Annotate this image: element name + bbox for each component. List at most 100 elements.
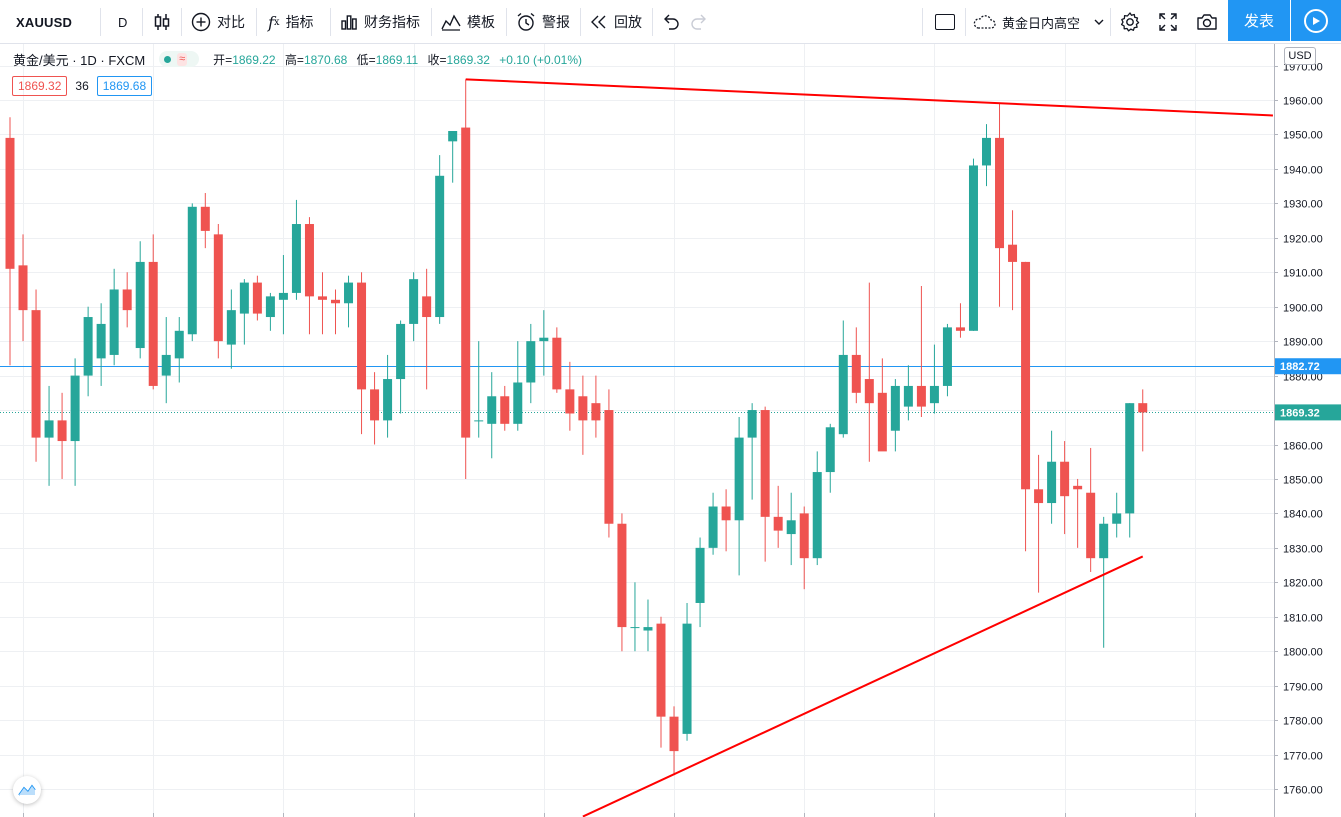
buy-button[interactable]: 1869.68 xyxy=(96,76,153,96)
alert-button[interactable]: 警报 xyxy=(516,0,570,44)
screenshot-button[interactable] xyxy=(1196,0,1218,44)
replay-button[interactable]: 回放 xyxy=(590,0,642,44)
redo-button[interactable] xyxy=(690,0,708,44)
last-price-label: 1869.32 xyxy=(1275,404,1341,421)
candle-body xyxy=(122,289,132,311)
candle-body xyxy=(890,385,900,431)
undo-button[interactable] xyxy=(662,0,680,44)
interval-button[interactable]: D xyxy=(118,0,127,44)
candle-body xyxy=(487,396,497,424)
candle-down xyxy=(331,289,340,335)
compare-label: 对比 xyxy=(217,14,245,30)
candle-body xyxy=(461,127,471,438)
candle-body xyxy=(539,337,549,342)
candle-up xyxy=(226,289,236,369)
compare-button[interactable]: 对比 xyxy=(191,0,245,44)
candle-up xyxy=(982,124,991,187)
candle-body xyxy=(617,523,627,628)
candle-down xyxy=(213,224,223,359)
candle-up xyxy=(643,599,653,652)
price-chart[interactable]: 1760.00 1770.00 1780.00 1790.00 1800.00 1810.… xyxy=(0,44,1341,817)
candle-up xyxy=(409,272,419,342)
candle-body xyxy=(695,547,705,603)
candle-down xyxy=(851,327,861,404)
candle-down xyxy=(995,103,1005,307)
price-tick-label: 1960.00 xyxy=(1283,96,1323,108)
layout-name-label: 黄金日内高空 xyxy=(1002,15,1081,31)
candle-body xyxy=(57,420,67,442)
fullscreen-button[interactable] xyxy=(1158,0,1178,44)
candle-up xyxy=(1099,516,1109,648)
toolbar-separator xyxy=(142,8,143,36)
last-price-label-background xyxy=(1275,404,1341,421)
candle-body xyxy=(109,289,119,355)
candle-up xyxy=(83,306,93,397)
go-live-button[interactable] xyxy=(1291,0,1341,41)
price-axis[interactable]: 1760.00 1770.00 1780.00 1790.00 1800.00 1810.… xyxy=(1274,44,1341,817)
candle-body xyxy=(174,330,184,359)
candle-body xyxy=(825,427,835,473)
price-tick-label: 1880.00 xyxy=(1283,372,1323,384)
series-title[interactable]: 黄金/美元 · 1D · FXCM xyxy=(13,52,146,68)
candle-up xyxy=(708,492,718,555)
candle-up xyxy=(825,423,835,493)
publish-button[interactable]: 发表 xyxy=(1228,0,1290,41)
candle-body xyxy=(877,392,887,452)
layout-button[interactable] xyxy=(935,0,955,44)
candle-body xyxy=(474,420,484,422)
candle-body xyxy=(721,506,731,521)
candle-up xyxy=(734,416,744,576)
toolbar-separator xyxy=(1110,8,1111,36)
alarm-clock-icon xyxy=(516,12,536,32)
time-axis xyxy=(23,813,1196,817)
candle-up xyxy=(1047,430,1057,524)
save-layout-button[interactable]: 黄金日内高空 xyxy=(972,0,1104,44)
candle-down xyxy=(200,193,210,249)
candle-down xyxy=(955,303,965,338)
candle-down xyxy=(1021,261,1031,552)
candle-down xyxy=(461,79,471,479)
settings-button[interactable] xyxy=(1119,0,1141,44)
candle-down xyxy=(565,361,575,431)
candle-up xyxy=(890,379,900,452)
candle-up xyxy=(695,537,705,628)
tradingview-logo[interactable] xyxy=(13,776,41,804)
candle-body xyxy=(265,296,275,318)
candle-body xyxy=(304,224,314,297)
symbol-search-button[interactable]: XAUUSD xyxy=(16,0,72,44)
candle-body xyxy=(1034,489,1044,504)
candle-body xyxy=(565,389,575,414)
candle-up xyxy=(174,317,184,383)
candle-body xyxy=(747,410,757,438)
sell-button[interactable]: 1869.32 xyxy=(12,76,68,96)
candle-down xyxy=(578,375,588,455)
financials-button[interactable]: 财务指标 xyxy=(340,0,420,44)
currency-badge[interactable]: USD xyxy=(1284,47,1316,65)
candle-body xyxy=(682,623,692,734)
candle-up xyxy=(968,158,978,331)
price-tick-label: 1790.00 xyxy=(1283,682,1323,694)
trendlines-layer xyxy=(465,78,1273,817)
low-label: 低= xyxy=(356,52,376,67)
price-tick-label: 1840.00 xyxy=(1283,509,1323,521)
templates-button[interactable]: 模板 xyxy=(441,0,495,44)
candle-down xyxy=(799,506,809,590)
candle-body xyxy=(851,354,861,393)
candle-body xyxy=(5,137,15,269)
symbol-label: XAUUSD xyxy=(16,14,73,30)
candle-body xyxy=(1060,461,1070,497)
candle-body xyxy=(968,165,978,331)
support-trendline xyxy=(582,555,1144,817)
candle-up xyxy=(526,323,536,404)
candle-body xyxy=(734,437,744,521)
chart-type-button[interactable] xyxy=(152,0,172,44)
visibility-toggle[interactable]: ≈ xyxy=(159,51,200,67)
candle-body xyxy=(669,716,679,752)
candles-layer xyxy=(5,79,1148,776)
price-tick-label: 1910.00 xyxy=(1283,268,1323,280)
candle-up xyxy=(1112,492,1122,538)
candle-body xyxy=(291,224,301,293)
candle-body xyxy=(370,389,380,421)
